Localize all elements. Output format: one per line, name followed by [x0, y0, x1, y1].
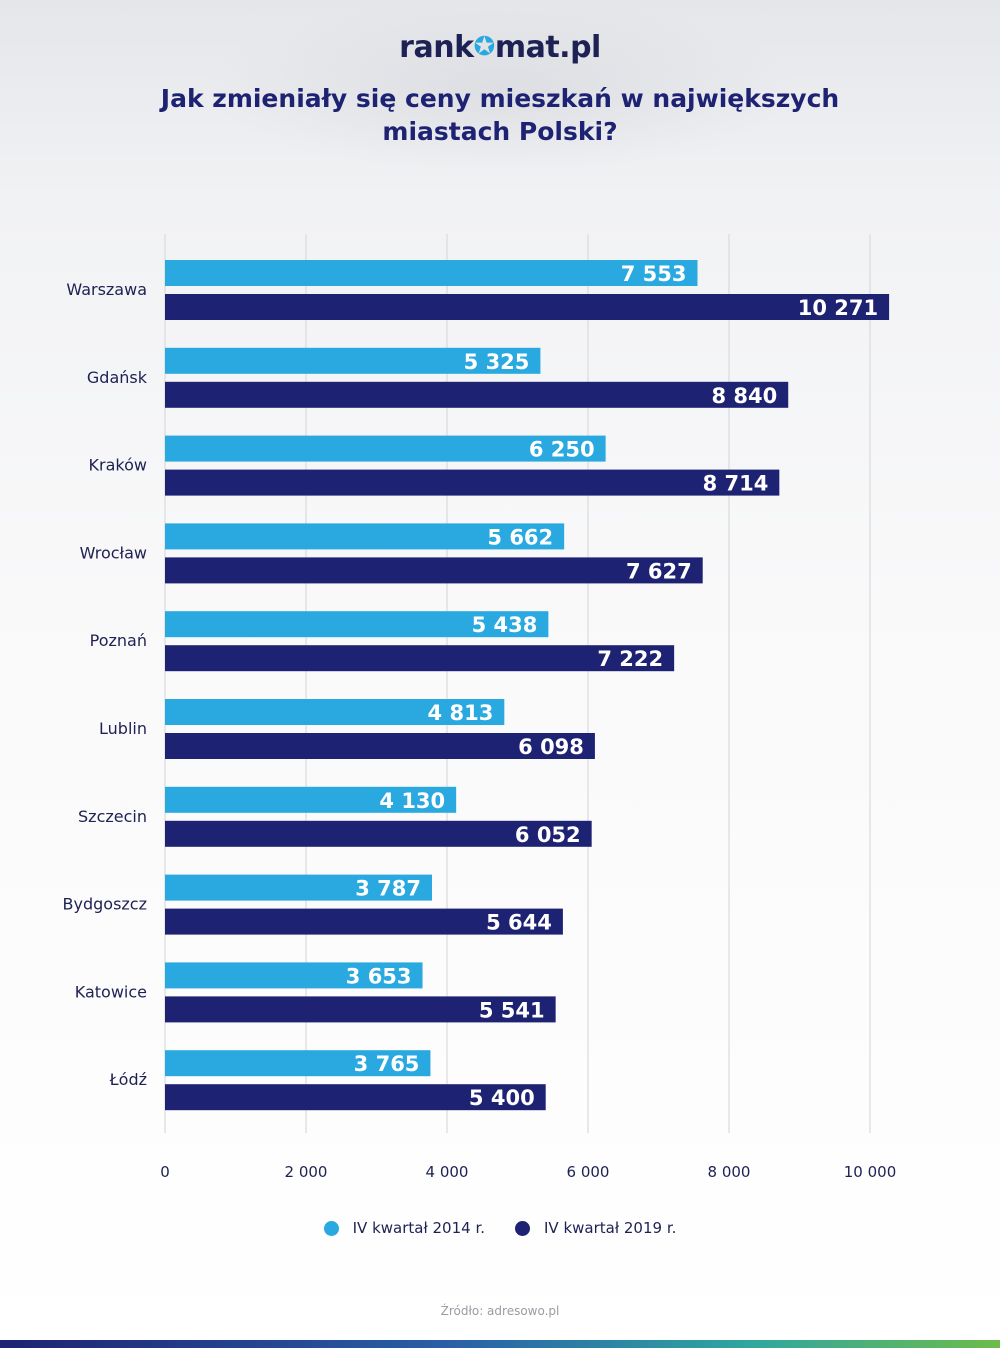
- bar-value-label: 5 438: [472, 613, 538, 637]
- bar-2019: [165, 820, 592, 847]
- bar-2014: [165, 874, 432, 901]
- category-label: Szczecin: [78, 807, 147, 826]
- bar-2014: [165, 1050, 431, 1077]
- bar-value-label: 6 250: [529, 438, 595, 462]
- category-label: Lublin: [99, 719, 147, 738]
- bar-2019: [165, 1084, 546, 1111]
- bar-2014: [165, 523, 565, 550]
- bar-value-label: 3 765: [354, 1052, 420, 1076]
- bar-value-label: 7 222: [597, 647, 663, 671]
- bar-value-label: 5 644: [486, 911, 552, 935]
- bar-2019: [165, 294, 890, 320]
- category-label: Łódź: [109, 1070, 147, 1089]
- bar-2019: [165, 645, 675, 672]
- bar-chart: 0 2 000 4 000 6 000 8 000 10 000 Warszawa 7 553…: [63, 234, 897, 1181]
- category-label: Warszawa: [66, 280, 147, 299]
- legend-item-2019: IV kwartał 2019 r.: [515, 1219, 676, 1237]
- chart-title-line-2: miastach Polski?: [382, 117, 618, 146]
- bar-value-label: 5 325: [464, 350, 530, 374]
- x-tick-label: 0: [160, 1163, 170, 1181]
- bar-2014: [165, 786, 457, 813]
- legend-dot-2019: [515, 1220, 530, 1236]
- category-label: Bydgoszcz: [63, 895, 147, 914]
- bar-value-label: 3 787: [355, 877, 421, 901]
- x-tick-label: 10 000: [844, 1163, 897, 1181]
- bar-2019: [165, 908, 563, 935]
- bar-2019: [165, 469, 780, 496]
- bar-value-label: 10 271: [798, 296, 878, 320]
- bar-2019: [165, 381, 789, 408]
- bar-value-label: 4 813: [428, 701, 494, 725]
- bar-value-label: 6 052: [515, 823, 581, 847]
- bar-value-label: 8 714: [703, 472, 769, 496]
- bar-value-label: 3 653: [346, 964, 412, 988]
- bar-value-label: 5 662: [487, 525, 553, 549]
- bar-2014: [165, 347, 541, 374]
- chart-title: Jak zmieniały się ceny mieszkań w najwię…: [100, 82, 900, 148]
- bar-value-label: 4 130: [379, 789, 445, 813]
- source-note: Źródło: adresowo.pl: [440, 1304, 560, 1318]
- bar-2019: [165, 996, 556, 1023]
- category-label: Poznań: [90, 631, 147, 650]
- bar-2019: [165, 733, 595, 759]
- chart-title-line-1: Jak zmieniały się ceny mieszkań w najwię…: [160, 84, 840, 113]
- x-tick-label: 8 000: [708, 1163, 751, 1181]
- x-tick-label: 2 000: [285, 1163, 328, 1181]
- category-label: Katowice: [75, 982, 147, 1001]
- header-band: [200, 0, 800, 175]
- logo: rank✪mat.pl: [0, 30, 1000, 65]
- bottom-stripe: [0, 1340, 1000, 1348]
- category-label: Kraków: [89, 456, 147, 475]
- legend-dot-2014: [323, 1220, 339, 1236]
- star-icon: ✪: [473, 32, 496, 62]
- legend-label-2019: IV kwartał 2019 r.: [544, 1219, 677, 1237]
- logo-text-left: rank: [399, 30, 474, 65]
- bar-2014: [165, 435, 606, 462]
- x-tick-label: 4 000: [426, 1163, 469, 1181]
- x-tick-label: 6 000: [567, 1163, 610, 1181]
- category-label: Gdańsk: [87, 368, 148, 387]
- bar-2019: [165, 557, 703, 584]
- logo-text-right: mat.pl: [494, 30, 602, 65]
- legend-label-2014: IV kwartał 2014 r.: [352, 1219, 485, 1237]
- bar-value-label: 8 840: [711, 384, 777, 408]
- bar-2014: [165, 611, 549, 638]
- bar-value-label: 7 627: [626, 559, 692, 583]
- bar-2014: [165, 260, 698, 286]
- category-label: Wrocław: [80, 543, 147, 562]
- legend: IV kwartał 2014 r. IV kwartał 2019 r.: [0, 1219, 1000, 1237]
- bar-2014: [165, 962, 423, 989]
- bar-value-label: 5 400: [469, 1086, 535, 1110]
- bar-value-label: 7 553: [621, 262, 687, 286]
- bar-value-label: 5 541: [479, 998, 545, 1022]
- bar-2014: [165, 699, 505, 725]
- bar-value-label: 6 098: [518, 735, 584, 759]
- legend-item-2014: IV kwartał 2014 r.: [323, 1219, 485, 1237]
